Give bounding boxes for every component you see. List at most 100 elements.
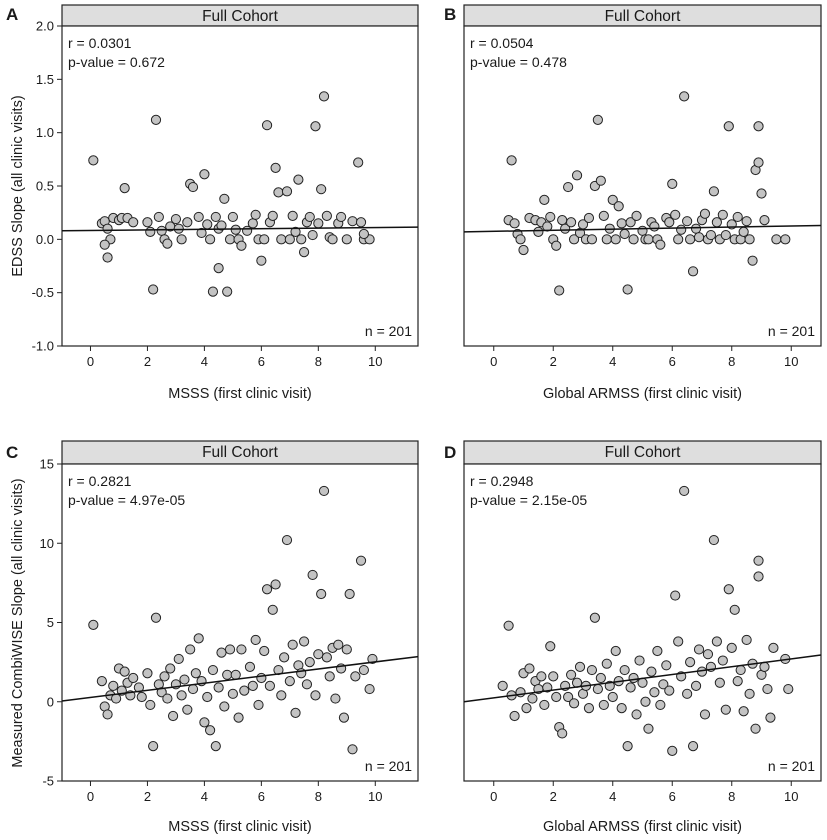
panel-d-data-point — [524, 663, 535, 674]
panel-d-data-point — [699, 709, 711, 720]
panel-c-strip-title: Full Cohort — [202, 444, 278, 461]
panel-d-data-point — [545, 641, 556, 652]
panel-c-data-point — [301, 679, 313, 690]
panel-a-data-point — [202, 219, 213, 230]
panel-b-data-point — [690, 223, 702, 234]
panel-c-x-tick-label: 8 — [315, 789, 322, 804]
panel-a-data-point — [170, 213, 182, 225]
panel-c-data-point — [358, 664, 369, 676]
panel-c-stat-p: p-value = 4.97e-05 — [68, 492, 185, 508]
panel-a-data-point — [287, 210, 298, 221]
panel-c-y-axis-label: Measured CombiWISE Slope (all clinic vis… — [10, 478, 26, 767]
panel-c-data-point — [187, 683, 199, 695]
panel-c-x-tick-label: 6 — [258, 789, 265, 804]
panel-b-data-point — [595, 175, 606, 186]
panel-a-data-point — [173, 223, 184, 234]
panel-a-data-point — [336, 211, 347, 223]
panel-c-data-point — [344, 588, 355, 600]
panel-b-data-point — [622, 284, 633, 295]
panel-a-data-point — [119, 183, 130, 194]
panel-c-data-point — [150, 612, 162, 623]
panel-a-fit-line — [61, 226, 419, 232]
panel-b-data-point — [631, 210, 642, 221]
panel-c-x-tick-label: 0 — [87, 789, 94, 804]
panel-d-data-point — [539, 699, 550, 711]
panel-c-data-point — [230, 669, 241, 680]
panel-a-data-point — [313, 218, 324, 229]
panel-c-letter: C — [6, 443, 18, 462]
panel-a-y-tick-label: -1.0 — [32, 339, 54, 354]
panel-b-data-point — [759, 215, 770, 226]
panel-c-data-point — [222, 669, 233, 680]
panel-d-data-point — [622, 741, 633, 752]
panel-d-data-point — [595, 672, 606, 684]
panel-d-data-point — [566, 669, 577, 680]
panel-b-data-point — [560, 223, 571, 234]
panel-a-data-point — [219, 193, 230, 204]
panel-b-data-point — [753, 121, 764, 132]
panel-d-data-point — [527, 693, 538, 704]
panel-d-data-point — [753, 555, 764, 566]
panel-a-data-point — [296, 234, 307, 245]
panel-c-data-point — [310, 690, 321, 701]
panel-b-data-point — [601, 234, 612, 245]
panel-b-data-point — [655, 239, 666, 250]
panel-b-data-point — [664, 217, 675, 228]
panel-b-stat-p: p-value = 0.478 — [470, 54, 567, 70]
panel-d-data-point — [583, 702, 595, 714]
panel-a-data-point — [222, 286, 233, 297]
panel-d-data-point — [619, 664, 630, 676]
panel-a-y-tick-label: 1.5 — [36, 72, 54, 87]
panel-c-data-point — [233, 712, 244, 723]
panel-b-data-point — [616, 218, 627, 229]
panel-a-x-tick-label: 4 — [201, 354, 208, 369]
panel-d-data-point — [521, 702, 532, 714]
panel-d-data-point — [574, 661, 586, 672]
panel-c-data-point — [165, 663, 176, 674]
panel-c-x-tick-label: 4 — [201, 789, 208, 804]
panel-d-data-point — [750, 723, 761, 734]
panel-a-data-point — [281, 186, 293, 197]
panel-b-data-point — [676, 224, 687, 235]
panel-d-data-point — [509, 710, 520, 722]
panel-c-data-point — [102, 709, 113, 720]
panel-d-x-tick-label: 2 — [550, 789, 557, 804]
panel-d-data-point — [711, 636, 722, 647]
panel-d-data-point — [592, 683, 603, 695]
panel-b-data-point — [557, 215, 568, 226]
panel-c-data-point — [338, 712, 350, 723]
panel-c-data-point — [167, 710, 179, 722]
panel-b-data-point — [542, 221, 553, 232]
panel-b-data-point — [723, 121, 734, 132]
panel-a-data-point — [318, 91, 330, 102]
panel-d-x-tick-label: 8 — [728, 789, 735, 804]
panel-a-data-point — [293, 174, 304, 185]
panel-d-data-point — [753, 571, 764, 582]
panel-b-data-point — [509, 218, 520, 229]
panel-c-data-point — [145, 699, 156, 711]
panel-b-data-point — [708, 186, 720, 197]
panel-a-data-point — [261, 120, 273, 131]
panel-c-data-point — [318, 485, 330, 497]
panel-c-data-point — [364, 683, 375, 695]
panel-d-data-point — [568, 698, 580, 709]
panel-a-data-point — [102, 252, 113, 263]
panel-d-data-point — [563, 691, 574, 703]
panel-a-data-point — [250, 209, 261, 220]
panel-c-data-point — [227, 688, 238, 699]
panel-b-x-tick-label: 4 — [609, 354, 616, 369]
panel-d-data-point — [723, 584, 734, 595]
panel-a-data-point — [321, 210, 332, 221]
panel-a-data-point — [182, 217, 193, 228]
panel-c-data-point — [210, 741, 221, 752]
panel-b-data-point — [744, 234, 755, 245]
panel-d-data-point — [783, 683, 794, 695]
panel-c-data-point — [239, 685, 250, 696]
panel-c-data-point — [316, 588, 327, 600]
panel-c-y-tick-label: 5 — [47, 615, 54, 630]
panel-b-stat-n: n = 201 — [768, 323, 815, 339]
panel-d-data-point — [670, 590, 681, 601]
panel-d-letter: D — [444, 443, 456, 462]
panel-b-data-point — [699, 208, 711, 219]
panel-a-y-axis-label: EDSS Slope (all clinic visits) — [10, 95, 26, 276]
